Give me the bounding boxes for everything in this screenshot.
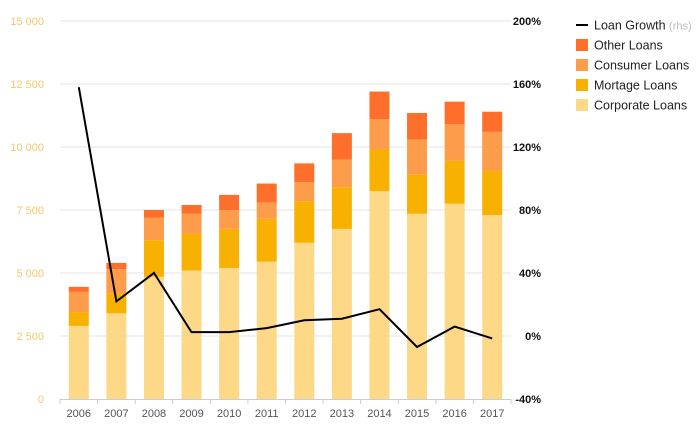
x-tick-label: 2012 [292, 408, 316, 420]
bar-segment-consumer-loans [369, 119, 390, 150]
bar-segment-corporate-loans [219, 267, 240, 399]
legend-swatch [576, 99, 588, 111]
bars [68, 91, 503, 399]
bar-segment-mortage-loans [482, 170, 503, 216]
y-right-tick-label: -40% [515, 394, 541, 406]
axes: 0 -40% 2 500 0% 5 000 40% 7 500 80% 10 000 120% 12… [10, 16, 541, 420]
y-right-tick-label: 200% [513, 16, 541, 28]
legend-label: Other Loans [594, 39, 663, 53]
y-left-tick-label: 7 500 [16, 205, 44, 217]
x-tick-label: 2010 [217, 408, 241, 420]
bar-segment-consumer-loans [68, 291, 89, 313]
x-tick-label: 2011 [255, 408, 279, 420]
bar-segment-other-loans [143, 210, 164, 218]
legend-swatch [576, 59, 588, 71]
bar-segment-mortage-loans [68, 312, 89, 326]
bar-segment-corporate-loans [256, 261, 277, 399]
x-tick-label: 2008 [142, 408, 166, 420]
loan-growth-polyline [77, 87, 493, 349]
bar-segment-corporate-loans [407, 213, 428, 399]
bar-segment-mortage-loans [444, 160, 465, 204]
bar-segment-consumer-loans [256, 202, 277, 219]
y-right-tick-label: 0% [525, 331, 541, 343]
bar-segment-corporate-loans [369, 191, 390, 399]
bar-segment-consumer-loans [407, 139, 428, 175]
bar-segment-mortage-loans [219, 228, 240, 268]
bar-segment-mortage-loans [331, 187, 352, 229]
x-tick-label: 2015 [405, 408, 429, 420]
bar-segment-corporate-loans [444, 203, 465, 399]
bar-segment-mortage-loans [256, 218, 277, 262]
y-left-tick-label: 15 000 [10, 16, 44, 28]
bar-segment-other-loans [482, 111, 503, 132]
loan-growth-line [77, 87, 493, 349]
y-left-tick-label: 0 [38, 394, 44, 406]
y-left-tick-label: 12 500 [10, 79, 44, 91]
legend-item-corporate-loans: Corporate Loans [576, 99, 687, 113]
bar-segment-other-loans [219, 194, 240, 210]
bar-segment-consumer-loans [106, 269, 127, 294]
legend-label: Mortage Loans [594, 79, 677, 93]
bar-segment-consumer-loans [294, 182, 315, 202]
legend-swatch [576, 39, 588, 51]
bar-segment-other-loans [331, 133, 352, 160]
legend-item-mortage-loans: Mortage Loans [576, 79, 677, 93]
legend-item-other-loans: Other Loans [576, 39, 663, 53]
bar-segment-mortage-loans [407, 174, 428, 214]
bar-segment-corporate-loans [181, 270, 202, 399]
y-left-tick-label: 10 000 [10, 142, 44, 154]
x-tick-label: 2014 [367, 408, 391, 420]
bar-segment-other-loans [256, 183, 277, 203]
bar-segment-other-loans [106, 262, 127, 270]
legend-swatch [576, 79, 588, 91]
bar-segment-consumer-loans [331, 159, 352, 188]
y-right-tick-label: 80% [519, 205, 541, 217]
bar-segment-corporate-loans [143, 276, 164, 399]
grid [60, 20, 511, 337]
bar-segment-consumer-loans [219, 210, 240, 229]
x-tick-label: 2007 [104, 408, 128, 420]
bar-segment-mortage-loans [369, 149, 390, 192]
bar-segment-other-loans [181, 204, 202, 214]
x-tick-label: 2009 [179, 408, 203, 420]
bar-segment-mortage-loans [294, 201, 315, 243]
legend: Loan Growth (rhs) Other Loans Consumer Loa… [576, 19, 692, 113]
bar-segment-mortage-loans [143, 240, 164, 277]
bar-segment-corporate-loans [68, 325, 89, 399]
x-tick-label: 2006 [67, 408, 91, 420]
bar-segment-consumer-loans [181, 213, 202, 234]
bar-segment-corporate-loans [106, 313, 127, 399]
bar-segment-corporate-loans [482, 215, 503, 399]
y-right-tick-label: 160% [513, 79, 541, 91]
bar-segment-consumer-loans [143, 217, 164, 241]
bar-segment-consumer-loans [444, 124, 465, 161]
y-left-tick-label: 2 500 [16, 331, 44, 343]
bar-segment-corporate-loans [331, 228, 352, 399]
bar-segment-other-loans [444, 101, 465, 125]
legend-label: Loan Growth (rhs) [594, 19, 692, 33]
legend-label: Consumer Loans [594, 59, 689, 73]
bar-segment-mortage-loans [181, 233, 202, 271]
x-tick-label: 2013 [330, 408, 354, 420]
y-right-tick-label: 40% [519, 268, 541, 280]
bar-segment-other-loans [407, 112, 428, 140]
legend-label: Corporate Loans [594, 99, 687, 113]
x-tick-label: 2017 [480, 408, 504, 420]
x-tick-label: 2016 [442, 408, 466, 420]
bar-segment-consumer-loans [482, 131, 503, 171]
y-right-tick-label: 120% [513, 142, 541, 154]
legend-item-loan-growth: Loan Growth (rhs) [576, 19, 692, 33]
legend-item-consumer-loans: Consumer Loans [576, 59, 689, 73]
y-left-tick-label: 5 000 [16, 268, 44, 280]
bar-segment-other-loans [369, 91, 390, 120]
bar-segment-other-loans [68, 286, 89, 292]
bar-segment-other-loans [294, 163, 315, 183]
